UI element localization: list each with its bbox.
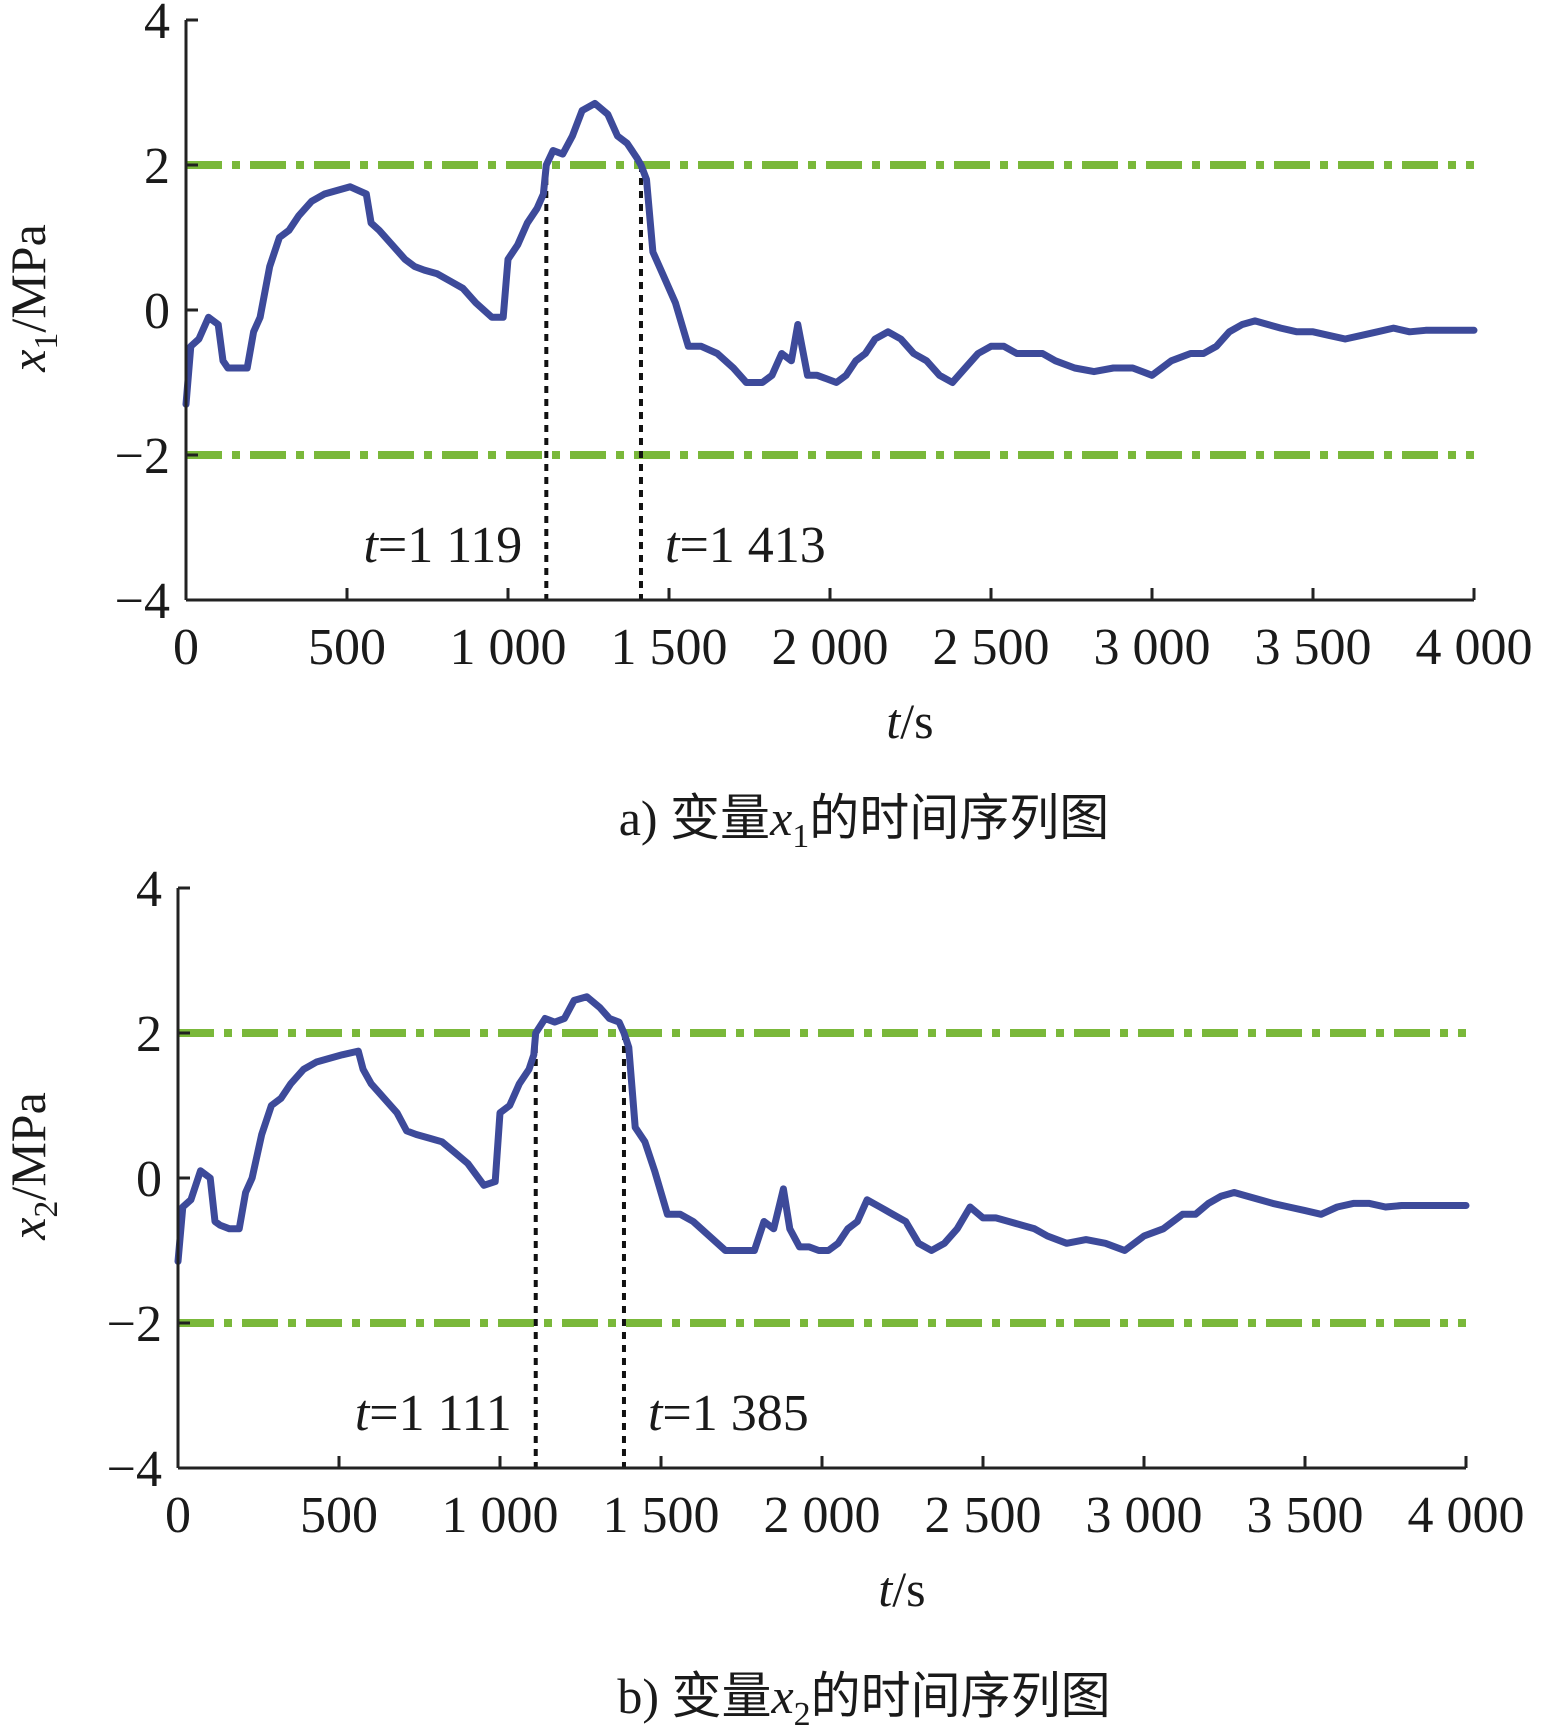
panel-b-axis-layer: −4 −2 0 2 4 0 500 1 000 1 500 2 000 2 500 3 000 3 50… — [107, 861, 1525, 1544]
panel-a-caption-suffix: 的时间序列图 — [809, 790, 1109, 846]
panel-b-marker-label-1: t=1 111 — [355, 1385, 512, 1442]
panel-a-caption-var: x — [769, 790, 792, 846]
panel-a-chart: −4 −2 0 2 4 0 500 1 000 1 500 2 000 2 500 3 000 3 50… — [0, 0, 1533, 855]
panel-b-marker-label-2: t=1 385 — [648, 1385, 809, 1442]
panel-b-x-tick-label: 1 500 — [603, 1487, 720, 1544]
panel-b-series-line-1 — [174, 993, 1470, 1265]
panel-a-x-tick-label: 4 000 — [1416, 619, 1533, 676]
panel-b-x-tick-label: 500 — [300, 1487, 378, 1544]
panel-a-y-tick-label: 2 — [144, 138, 170, 195]
panel-b-xlabel-unit: /s — [892, 1561, 925, 1617]
panel-b-x-tick-label: 4 000 — [1408, 1487, 1525, 1544]
panel-a-y-tick-label: 4 — [144, 0, 170, 50]
panel-a-ylabel-unit: /MPa — [0, 224, 56, 332]
panel-a-y-tick-label: −4 — [115, 573, 170, 630]
panel-b-caption: b) 变量x2的时间序列图 — [617, 1668, 1110, 1729]
panel-b-xlabel-var: t — [878, 1561, 893, 1617]
panel-b-caption-suffix: 的时间序列图 — [811, 1668, 1111, 1724]
panel-b-x-tick-label: 3 000 — [1086, 1487, 1203, 1544]
panel-b-y-tick-label: 2 — [136, 1006, 162, 1063]
panel-a-x-tick-label: 1 000 — [450, 619, 567, 676]
panel-b-y-tick-label: −2 — [107, 1296, 162, 1353]
panel-a-marker-label-1: t=1 119 — [363, 517, 522, 574]
panel-a-xlabel-unit: /s — [900, 693, 933, 749]
panel-b-plot-layer — [174, 993, 1470, 1468]
panel-b-x-tick-label: 0 — [165, 1487, 191, 1544]
panel-a-xlabel-var: t — [886, 693, 901, 749]
panel-a-caption-prefix: a) 变量 — [619, 790, 770, 846]
panel-a-ylabel-sub: 1 — [28, 333, 65, 350]
panel-a-x-tick-label: 0 — [173, 619, 199, 676]
panel-a-x-tick-label: 1 500 — [611, 619, 728, 676]
panel-b-y-tick-label: 4 — [136, 861, 162, 918]
panel-b-y-tick-label: −4 — [107, 1441, 162, 1498]
panel-b-xlabel: t/s — [878, 1561, 925, 1617]
panel-a-x-tick-label: 3 000 — [1094, 619, 1211, 676]
panel-b-y-tick-label: 0 — [136, 1151, 162, 1208]
panel-a-y-tick-label: 0 — [144, 283, 170, 340]
panel-a-annotation-layer: t=1 119 t=1 413 — [363, 517, 825, 574]
panel-a-marker-label-2: t=1 413 — [665, 517, 826, 574]
panel-a-x-tick-label: 3 500 — [1255, 619, 1372, 676]
panel-b-annotation-layer: t=1 111 t=1 385 — [355, 1385, 809, 1442]
panel-b-ylabel-var: x — [0, 1218, 56, 1241]
panel-b-ylabel-unit: /MPa — [0, 1092, 56, 1200]
panel-b-x-tick-label: 2 500 — [925, 1487, 1042, 1544]
panel-b-ylabel-sub: 2 — [28, 1201, 65, 1218]
panel-a-x-tick-label: 2 000 — [772, 619, 889, 676]
panel-a-xlabel: t/s — [886, 693, 933, 749]
panel-a-caption-sub: 1 — [792, 818, 809, 855]
panel-a-x-tick-label: 500 — [308, 619, 386, 676]
panel-a-ylabel-var: x — [0, 350, 56, 373]
panel-a-y-tick-label: −2 — [115, 428, 170, 485]
panel-b-caption-sub: 2 — [794, 1696, 811, 1729]
panel-a-caption: a) 变量x1的时间序列图 — [619, 790, 1110, 855]
panel-b-x-tick-label: 2 000 — [764, 1487, 881, 1544]
panel-b-ylabel: x2/MPa — [0, 1092, 65, 1241]
panel-a-series-line-1 — [182, 99, 1478, 408]
panel-a-ylabel: x1/MPa — [0, 224, 65, 373]
panel-b-x-tick-label: 1 000 — [442, 1487, 559, 1544]
panel-b-x-tick-label: 3 500 — [1247, 1487, 1364, 1544]
panel-b-caption-prefix: b) 变量 — [617, 1668, 771, 1724]
panel-b-chart: −4 −2 0 2 4 0 500 1 000 1 500 2 000 2 500 3 000 3 50… — [0, 861, 1525, 1729]
panel-b-caption-var: x — [770, 1668, 793, 1724]
panel-a-plot-layer — [182, 99, 1478, 600]
panel-a-axis-layer: −4 −2 0 2 4 0 500 1 000 1 500 2 000 2 500 3 000 3 50… — [115, 0, 1533, 676]
panel-a-x-tick-label: 2 500 — [933, 619, 1050, 676]
